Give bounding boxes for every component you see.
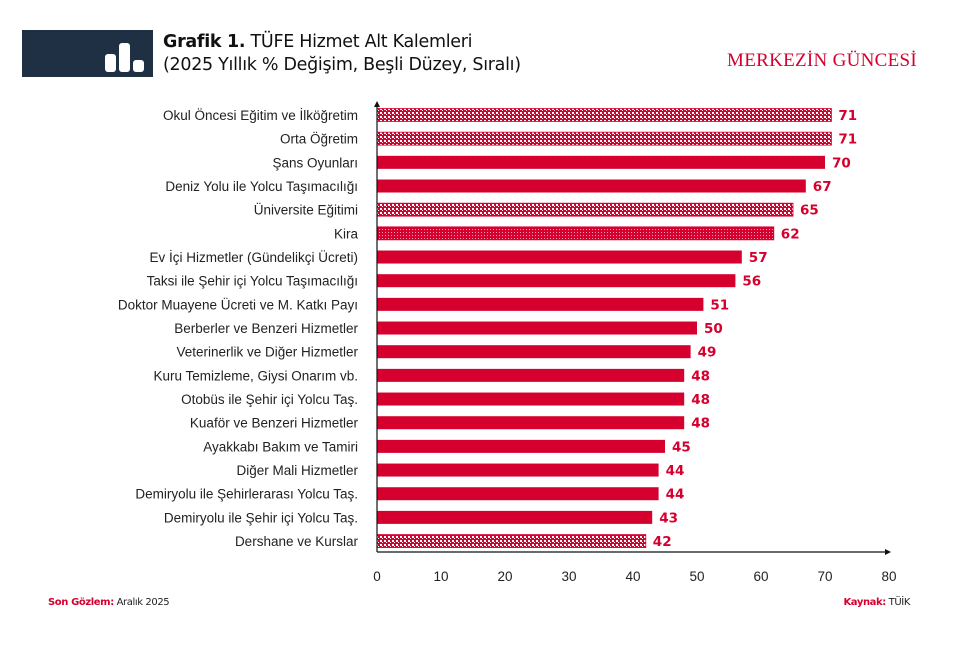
category-label: Dershane ve Kurslar [235,534,359,549]
bar [376,226,775,241]
bar [377,510,653,524]
data-label: 57 [749,250,768,266]
category-label: Üniversite Eğitimi [254,203,358,218]
data-label: 48 [691,368,710,384]
bar-chart-icon [105,43,144,72]
data-label: 71 [838,132,857,148]
bar [376,534,647,548]
category-label: Demiryolu ile Şehirlerarası Yolcu Taş. [135,487,358,502]
bar [377,155,825,169]
data-label: 42 [653,534,672,550]
title-text: TÜFE Hizmet Alt Kalemleri [250,32,473,52]
data-label: 43 [659,510,678,526]
category-label: Diğer Mali Hizmetler [236,463,358,478]
title-number: Grafik 1. [163,32,246,52]
data-label: 48 [691,416,710,432]
x-tick-label: 20 [497,569,512,584]
category-label: Taksi ile Şehir içi Yolcu Taşımacılığı [147,274,358,289]
bar [376,108,832,122]
data-label: 70 [832,155,851,171]
bar [377,368,685,382]
bar [377,439,665,453]
last-observation: Son Gözlem: Aralık 2025 [48,597,170,608]
x-tick-label: 70 [817,569,832,584]
x-tick-label: 0 [373,569,381,584]
chart-title: Grafik 1. TÜFE Hizmet Alt Kalemleri (202… [163,31,521,77]
category-label: Demiryolu ile Şehir içi Yolcu Taş. [164,510,358,525]
bar [377,179,806,193]
y-axis-arrow [374,101,380,107]
category-label: Deniz Yolu ile Yolcu Taşımacılığı [165,179,358,194]
bar [377,250,742,264]
data-label: 65 [800,203,819,219]
bar [377,392,685,406]
brand-logo: MERKEZİN GÜNCESİ [727,50,918,71]
data-label: 48 [691,392,710,408]
x-tick-label: 80 [881,569,896,584]
data-label: 44 [666,487,685,503]
data-label: 51 [710,297,729,313]
x-tick-label: 40 [625,569,640,584]
data-label: 62 [781,226,800,242]
data-label: 49 [698,345,717,361]
x-tick-label: 50 [689,569,704,584]
source: Kaynak: TÜİK [843,597,910,608]
bar [377,487,659,501]
category-label: Orta Öğretim [280,132,358,147]
category-label: Kira [334,226,358,241]
category-label: Kuru Temizleme, Giysi Onarım vb. [153,368,358,383]
category-label: Ev İçi Hizmetler (Gündelikçi Ücreti) [149,250,358,265]
category-label: Ayakkabı Bakım ve Tamiri [203,439,358,454]
chart-subtitle: (2025 Yıllık % Değişim, Beşli Düzey, Sır… [163,55,521,75]
bar [376,131,832,146]
bar [377,416,685,430]
data-label: 45 [672,439,691,455]
x-tick-label: 10 [433,569,448,584]
data-label: 71 [838,108,857,124]
data-label: 56 [742,274,761,290]
category-label: Berberler ve Benzeri Hizmetler [174,321,358,336]
header-box [22,30,153,77]
data-label: 67 [813,179,832,195]
x-tick-label: 60 [753,569,768,584]
bar [377,345,691,359]
x-axis-arrow [885,549,891,555]
bar [377,463,659,477]
bar [377,274,736,288]
data-label: 44 [666,463,685,479]
category-label: Doktor Muayene Ücreti ve M. Katkı Payı [118,297,358,312]
x-tick-label: 30 [561,569,576,584]
bar [377,321,697,335]
bar [376,202,794,217]
category-label: Otobüs ile Şehir içi Yolcu Taş. [181,392,358,407]
category-label: Veterinerlik ve Diğer Hizmetler [176,345,358,360]
category-label: Şans Oyunları [272,155,358,170]
category-label: Okul Öncesi Eğitim ve İlköğretim [163,108,358,123]
category-label: Kuaför ve Benzeri Hizmetler [190,416,359,431]
data-label: 50 [704,321,723,337]
bar [377,297,704,311]
